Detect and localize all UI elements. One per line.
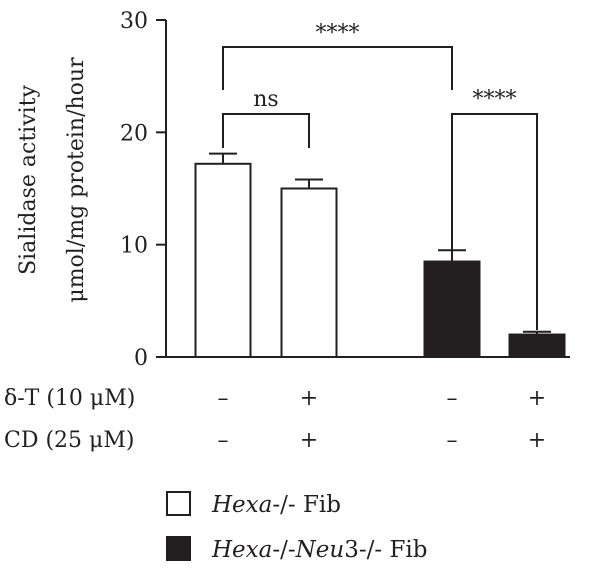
significance-bracket — [222, 113, 310, 148]
condition-value: + — [528, 428, 546, 453]
condition-value: – — [447, 386, 458, 411]
condition-value: – — [218, 428, 229, 453]
bars — [194, 152, 566, 358]
significance-label: **** — [316, 21, 360, 46]
condition-value: – — [447, 428, 458, 453]
bar — [194, 162, 252, 358]
y-tick-label: 10 — [120, 234, 148, 259]
legend-label-hexa-neu3: Hexa-/-Neu3-/- Fib — [211, 537, 428, 563]
y-tick-label: 30 — [120, 9, 148, 34]
y-axis: 0 10 20 30 — [120, 9, 570, 371]
svg-text:μmol/mg protein/hour: μmol/mg protein/hour — [64, 57, 89, 303]
significance-bracket — [451, 113, 538, 330]
condition-table: δ-T (10 μM) – + – + CD (25 μM) – + – + — [4, 386, 546, 453]
legend: Hexa-/- Fib Hexa-/-Neu3-/- Fib — [166, 491, 428, 563]
legend-swatch-filled — [166, 536, 191, 561]
bar — [280, 187, 338, 358]
significance-label: **** — [473, 87, 517, 112]
legend-swatch-open — [166, 491, 191, 516]
condition-value: + — [300, 386, 318, 411]
y-tick-label: 20 — [120, 121, 148, 146]
y-axis-label-line2: μmol/mg protein/hour — [64, 57, 89, 303]
y-axis-label-line1: Sialidase activity — [16, 85, 41, 275]
condition-value: + — [528, 386, 546, 411]
significance-label: ns — [253, 87, 278, 112]
bar — [508, 333, 566, 358]
legend-label-hexa: Hexa-/- Fib — [211, 492, 341, 518]
significance-brackets: ns **** **** — [222, 21, 538, 330]
significance-bracket — [222, 46, 453, 90]
y-tick-label: 0 — [134, 346, 148, 371]
svg-text:Sialidase activity: Sialidase activity — [16, 85, 41, 275]
condition-value: + — [300, 428, 318, 453]
condition-value: – — [218, 386, 229, 411]
condition-label: δ-T (10 μM) — [4, 386, 135, 411]
condition-label: CD (25 μM) — [4, 428, 134, 453]
